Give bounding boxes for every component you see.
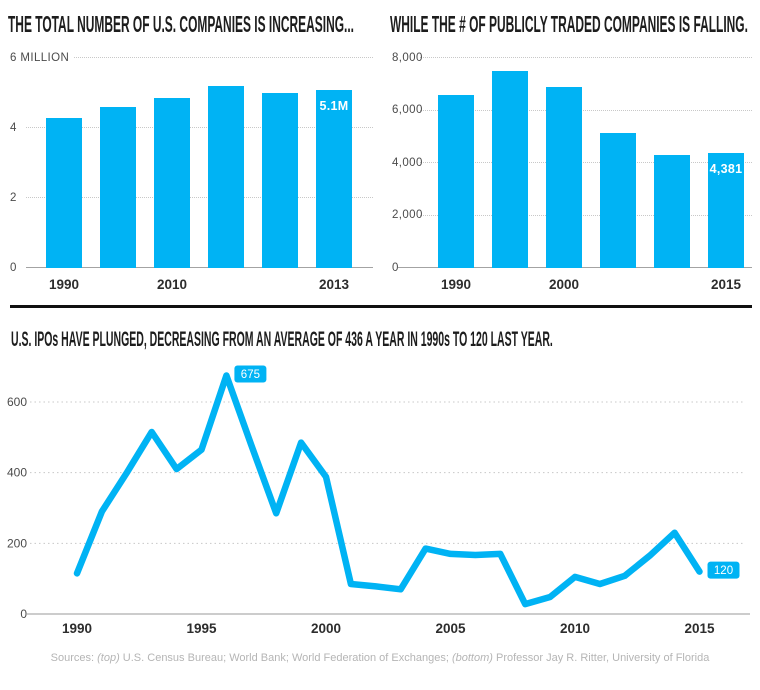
x-axis-tick-label: 2010: [156, 277, 188, 292]
x-axis-tick-label: 1990: [62, 621, 92, 636]
section-divider: [10, 305, 752, 308]
source-bottom-text: Professor Jay R. Ritter, University of F…: [492, 652, 710, 664]
y-axis-tick-label: 0: [392, 261, 399, 274]
source-prefix: Sources:: [50, 652, 98, 664]
x-axis-line: [26, 267, 373, 268]
y-axis-tick-label: 4,000: [392, 156, 423, 169]
bar: [208, 86, 244, 268]
annotation-box: [707, 561, 740, 579]
bar: [654, 155, 690, 268]
x-axis-tick-label: 2005: [435, 621, 466, 636]
bar: [100, 107, 136, 268]
x-axis-tick-label: 2000: [311, 621, 341, 636]
chart-title-ipos: U.S. IPOs HAVE PLUNGED, DECREASING FROM …: [11, 328, 553, 351]
y-axis-tick-label: 600: [7, 395, 27, 409]
source-top-text: U.S. Census Bureau; World Bank; World Fe…: [119, 652, 452, 664]
x-axis-tick-label: 2015: [710, 277, 742, 292]
gridline: [420, 57, 752, 58]
y-axis-tick-label: 4: [10, 121, 21, 135]
bar: [154, 98, 190, 268]
x-axis-tick-label: 1990: [440, 277, 472, 292]
y-axis-tick-label: 2,000: [392, 208, 423, 221]
x-axis-tick-label: 2010: [560, 621, 590, 636]
y-axis-tick-label: 400: [7, 466, 27, 480]
annotation-label: 675: [241, 369, 260, 381]
bar-plot-us-companies: 0 2 4 6 MILLION 1990 2010 5.1M 2013: [8, 51, 373, 292]
bar: [546, 86, 582, 268]
bar-plot-public-companies: 0 2,000 4,000 6,000 8,000 1990 2000 4,381 2015: [390, 52, 752, 292]
annotation-box: [234, 365, 267, 383]
x-axis-tick-label: 2000: [548, 277, 580, 292]
x-axis-tick-label: 2013: [318, 277, 350, 292]
y-axis-tick-label: 0: [10, 261, 21, 275]
source-note: Sources: (top) U.S. Census Bureau; World…: [0, 652, 760, 664]
bar: [492, 71, 528, 268]
bar: [438, 94, 474, 268]
x-axis-tick-label: 1995: [186, 621, 217, 636]
gridline: [26, 127, 373, 129]
y-axis-tick-label: 200: [7, 536, 27, 550]
source-bottom-label: (bottom): [451, 652, 493, 664]
chart-panel-us-companies: THE TOTAL NUMBER OF U.S. COMPANIES IS IN…: [8, 10, 373, 305]
y-axis-tick-label: 0: [20, 607, 27, 621]
gridline: [26, 57, 373, 58]
y-axis-tick-label: 6 MILLION: [10, 51, 74, 65]
chart-title-public-companies: WHILE THE # OF PUBLICLY TRADED COMPANIES…: [390, 11, 748, 37]
annotation-label: 120: [714, 565, 733, 577]
source-top-label: (top): [97, 652, 120, 664]
gridline: [420, 109, 752, 111]
bar: [46, 117, 82, 268]
y-axis-tick-label: 2: [10, 191, 21, 205]
gridline: [26, 197, 373, 199]
bar: 4,381: [708, 153, 744, 268]
chart-title-us-companies: THE TOTAL NUMBER OF U.S. COMPANIES IS IN…: [8, 11, 354, 37]
gridline: [420, 162, 752, 163]
x-axis-tick-label: 2015: [684, 621, 715, 636]
bar: [262, 93, 298, 268]
y-axis-tick-label: 8,000: [392, 51, 423, 64]
ipo-line-chart: 0 200 400 600 1990 1995 2000 2005 2010 2015 675 120: [7, 365, 750, 636]
bar: 5.1M: [316, 89, 352, 268]
bar-value-label: 4,381: [709, 162, 743, 176]
bar-value-label: 5.1M: [319, 98, 349, 113]
y-axis-tick-label: 6,000: [392, 103, 423, 116]
bar: [600, 132, 636, 268]
gridline: [420, 214, 752, 216]
chart-panel-public-companies: WHILE THE # OF PUBLICLY TRADED COMPANIES…: [390, 10, 752, 305]
x-axis-tick-label: 1990: [48, 277, 80, 292]
ipo-trend-line: [73, 372, 703, 608]
